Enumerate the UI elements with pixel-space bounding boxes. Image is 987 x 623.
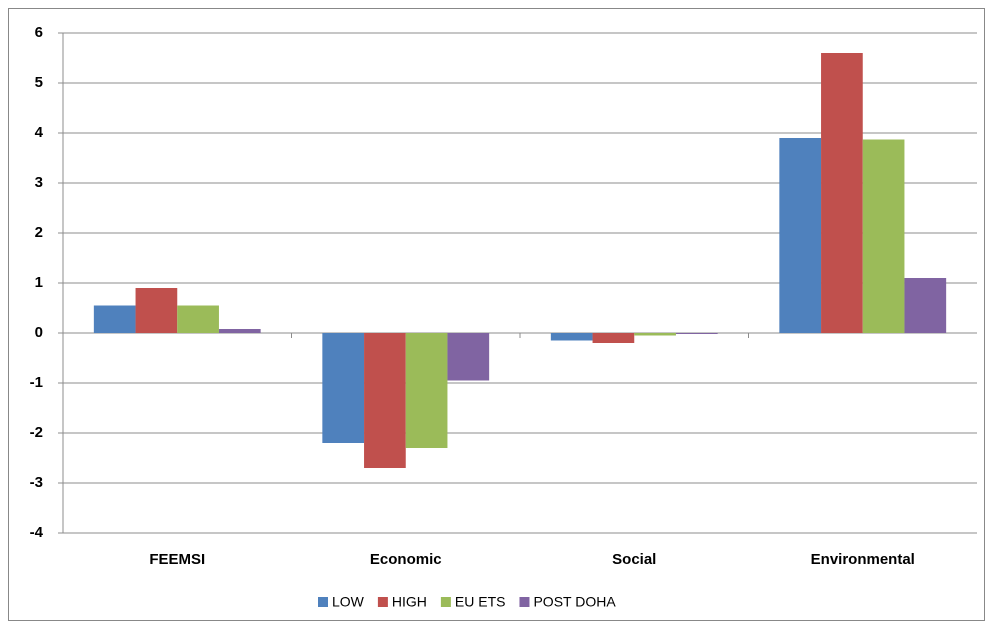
bar (364, 333, 406, 468)
y-tick-label: -3 (30, 474, 43, 491)
legend-swatch (519, 597, 530, 607)
bar (862, 139, 905, 333)
y-tick-label: 4 (35, 124, 44, 141)
bar (904, 278, 947, 333)
x-tick-label: FEEMSI (149, 551, 205, 568)
bar (405, 333, 448, 448)
legend-swatch (377, 597, 388, 607)
bar (634, 333, 676, 336)
bar (93, 305, 136, 333)
legend-swatch (440, 597, 451, 607)
y-tick-label: 3 (35, 174, 43, 191)
x-tick-label: Social (612, 551, 656, 568)
x-tick-label: Environmental (811, 551, 915, 568)
x-tick-label: Economic (370, 551, 442, 568)
legend-label: POST DOHA (533, 594, 616, 610)
legend-label: LOW (332, 594, 365, 610)
bar (550, 333, 593, 341)
bar (218, 329, 261, 333)
y-tick-label: 0 (35, 324, 43, 341)
bar (322, 333, 365, 443)
y-tick-label: 2 (35, 224, 43, 241)
y-tick-label: -4 (30, 524, 44, 541)
y-tick-label: -1 (30, 374, 43, 391)
y-tick-label: 5 (35, 74, 43, 91)
bar (177, 305, 219, 333)
bar (592, 333, 635, 343)
bar (447, 333, 490, 381)
legend-label: HIGH (392, 594, 427, 610)
bar (821, 53, 863, 333)
y-tick-label: 6 (35, 24, 43, 41)
bar (135, 288, 178, 333)
y-tick-label: 1 (35, 274, 43, 291)
y-tick-label: -2 (30, 424, 43, 441)
bar (779, 138, 822, 333)
bar (675, 333, 718, 334)
legend-label: EU ETS (455, 594, 506, 610)
legend-swatch (318, 597, 328, 607)
